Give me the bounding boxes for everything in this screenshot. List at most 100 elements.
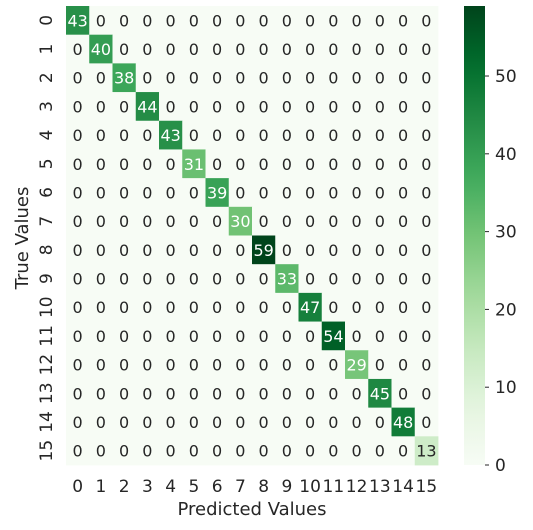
heatmap-cell	[414, 63, 439, 93]
heatmap-cell	[252, 436, 276, 466]
heatmap-cell-label: 0	[73, 356, 83, 375]
heatmap-cell-label: 0	[212, 356, 222, 375]
heatmap-cell-label: 0	[189, 356, 199, 375]
x-tick-label: 7	[235, 477, 246, 497]
heatmap-cell	[275, 206, 299, 236]
heatmap-cell-label: 0	[235, 155, 245, 174]
heatmap-cell-label: 0	[73, 69, 83, 88]
heatmap-cell	[275, 436, 299, 466]
heatmap-cell-label: 0	[142, 241, 152, 260]
heatmap-cell-label: 0	[375, 212, 385, 231]
heatmap-cell	[368, 149, 392, 179]
heatmap-cell-label: 0	[259, 212, 269, 231]
heatmap-cell-label: 0	[305, 183, 315, 202]
heatmap-cell	[135, 206, 160, 236]
heatmap-cell	[89, 120, 113, 150]
heatmap-cell	[135, 292, 160, 322]
heatmap-cell	[89, 63, 113, 93]
heatmap-cell-label: 0	[142, 212, 152, 231]
heatmap-cell	[205, 149, 230, 179]
heatmap-cell	[298, 6, 323, 36]
heatmap-cell	[391, 407, 416, 437]
heatmap-cell-label: 0	[166, 183, 176, 202]
heatmap-cell-label: 44	[137, 97, 157, 116]
heatmap-cell	[298, 34, 323, 64]
heatmap-cell	[368, 407, 392, 437]
heatmap-cell	[391, 292, 416, 322]
heatmap-cell	[159, 235, 183, 265]
heatmap-cell-label: 0	[421, 384, 431, 403]
heatmap-cell	[275, 350, 299, 380]
heatmap-cell	[66, 235, 90, 265]
heatmap-cell	[135, 436, 160, 466]
heatmap-cell-label: 0	[189, 384, 199, 403]
colorbar	[464, 6, 485, 465]
heatmap-cell	[205, 34, 230, 64]
heatmap-cell-label: 0	[212, 327, 222, 346]
colorbar-tick-label: 10	[495, 378, 517, 398]
heatmap-cell	[205, 92, 230, 122]
heatmap-cell-label: 0	[282, 442, 292, 461]
heatmap-cell	[182, 378, 206, 409]
heatmap-cell-label: 0	[305, 413, 315, 432]
heatmap-cell-label: 0	[282, 413, 292, 432]
heatmap-cell-label: 0	[305, 270, 315, 289]
heatmap-cell	[182, 264, 206, 294]
heatmap-cell	[205, 6, 230, 36]
heatmap-cell	[159, 92, 183, 122]
heatmap-cell	[159, 436, 183, 466]
x-tick-label: 1	[95, 477, 106, 497]
heatmap-cell	[252, 235, 276, 265]
heatmap-cell-label: 0	[421, 270, 431, 289]
heatmap-cell	[228, 321, 253, 351]
heatmap-cell	[321, 235, 346, 265]
heatmap-cell	[321, 178, 346, 208]
heatmap-cell	[66, 120, 90, 150]
heatmap-cell	[391, 264, 416, 294]
heatmap-cell-label: 0	[212, 270, 222, 289]
heatmap-cell-label: 0	[189, 241, 199, 260]
heatmap-cell	[112, 63, 137, 93]
heatmap-cell-label: 0	[398, 298, 408, 317]
heatmap-cell-label: 0	[398, 384, 408, 403]
heatmap-cell-label: 0	[328, 11, 338, 30]
heatmap-cell	[89, 92, 113, 122]
heatmap-cell-label: 0	[142, 40, 152, 59]
heatmap-cell-label: 0	[73, 270, 83, 289]
heatmap-cell	[205, 264, 230, 294]
heatmap-cell-label: 0	[282, 97, 292, 116]
heatmap-cell-label: 0	[398, 11, 408, 30]
heatmap-cell	[391, 321, 416, 351]
heatmap-cell	[414, 120, 439, 150]
heatmap-cell	[112, 34, 137, 64]
heatmap-cell-label: 0	[235, 69, 245, 88]
x-tick-label: 6	[212, 477, 223, 497]
heatmap-cell-label: 0	[421, 327, 431, 346]
heatmap-cell-label: 0	[212, 155, 222, 174]
heatmap-cell-label: 0	[375, 126, 385, 145]
heatmap-cell-label: 0	[166, 69, 176, 88]
heatmap-cell	[275, 407, 299, 437]
heatmap-cell	[89, 378, 113, 409]
heatmap-cell-label: 0	[189, 97, 199, 116]
heatmap-cell	[345, 6, 369, 36]
heatmap-cell-label: 0	[398, 183, 408, 202]
heatmap-cell	[159, 63, 183, 93]
heatmap-cell-label: 0	[119, 241, 129, 260]
heatmap-cell	[414, 206, 439, 236]
colorbar-tick-label: 50	[495, 67, 517, 87]
heatmap-cell-label: 0	[352, 384, 362, 403]
heatmap-cell	[228, 436, 253, 466]
heatmap-cell	[345, 63, 369, 93]
heatmap-cell-label: 0	[212, 126, 222, 145]
heatmap-cell	[228, 120, 253, 150]
heatmap-cell	[89, 436, 113, 466]
heatmap-cell	[135, 407, 160, 437]
heatmap-cell-label: 0	[421, 11, 431, 30]
heatmap-cell-label: 0	[212, 212, 222, 231]
heatmap-cell	[228, 206, 253, 236]
heatmap-cell	[89, 321, 113, 351]
heatmap-cell	[252, 378, 276, 409]
heatmap-cell	[112, 206, 137, 236]
